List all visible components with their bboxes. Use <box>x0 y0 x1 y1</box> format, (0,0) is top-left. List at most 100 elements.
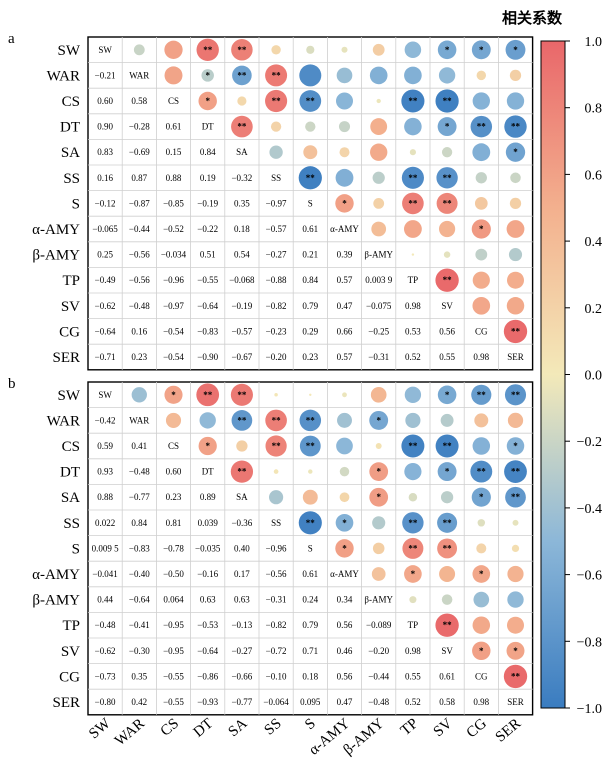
correlation-circle <box>371 567 386 581</box>
correlation-circle <box>342 392 347 398</box>
correlation-value: −0.32 <box>231 173 252 183</box>
row-label: CG <box>59 669 80 685</box>
correlation-circle <box>474 197 488 210</box>
diagonal-label: SA <box>236 492 248 502</box>
correlation-value: 0.79 <box>302 620 318 630</box>
correlation-circle <box>339 147 350 158</box>
correlation-circle <box>303 145 318 160</box>
correlation-value: −0.50 <box>163 569 184 579</box>
correlation-value: 0.98 <box>473 352 489 362</box>
correlation-value: −0.065 <box>92 224 118 234</box>
correlation-value: −0.53 <box>197 620 218 630</box>
significance-stars: ** <box>511 467 521 477</box>
correlation-value: −0.67 <box>231 352 252 362</box>
correlation-circle <box>370 143 388 161</box>
row-label: α-AMY <box>32 567 80 583</box>
correlation-circle <box>440 491 454 504</box>
correlation-value: 0.54 <box>234 250 250 260</box>
diagonal-label: WAR <box>129 70 149 80</box>
correlation-circle <box>471 384 492 405</box>
significance-stars: ** <box>272 441 282 451</box>
correlation-circle <box>299 409 322 432</box>
correlation-value: −0.30 <box>129 646 150 656</box>
correlation-value: −0.96 <box>266 543 287 553</box>
row-label: SER <box>52 350 80 366</box>
correlation-value: −0.075 <box>366 301 392 311</box>
significance-stars: * <box>205 96 210 106</box>
correlation-circle <box>471 40 491 60</box>
correlation-circle <box>298 166 322 190</box>
correlation-value: 0.57 <box>337 275 353 285</box>
correlation-value: −0.66 <box>231 671 252 681</box>
correlation-circle <box>198 436 217 456</box>
correlation-circle <box>269 145 283 159</box>
correlation-circle <box>402 192 424 215</box>
correlation-circle <box>475 248 488 261</box>
correlation-value: 0.84 <box>302 275 318 285</box>
correlation-value: −0.20 <box>368 646 389 656</box>
correlation-circle <box>369 487 389 507</box>
correlation-value: −0.49 <box>95 275 116 285</box>
correlation-value: 0.24 <box>302 595 318 605</box>
correlation-value: 0.56 <box>337 671 353 681</box>
correlation-circle <box>236 440 248 452</box>
correlation-circle <box>274 393 278 397</box>
colorbar-tick-label: 0.2 <box>585 302 603 317</box>
correlation-value: −0.83 <box>197 326 218 336</box>
correlation-value: 0.84 <box>200 147 216 157</box>
panels: SW SW ** ** * * *WAR −0.21 WAR * ** **CS 0.60 0.58 CS *… <box>32 36 534 716</box>
correlation-circle <box>435 613 459 637</box>
row-label: S <box>72 541 80 557</box>
colorbar-tick-label: 0.0 <box>585 369 603 384</box>
x-axis-label: CG <box>464 716 490 742</box>
correlation-circle <box>436 167 458 189</box>
correlation-value: −0.87 <box>129 198 150 208</box>
significance-stars: ** <box>477 390 487 400</box>
colorbar-tick-label: 0.4 <box>585 235 603 250</box>
row-label: WAR <box>47 413 80 429</box>
correlation-circle <box>437 538 458 559</box>
correlation-circle <box>372 43 385 56</box>
correlation-circle <box>404 41 422 59</box>
correlation-value: 0.039 <box>198 518 219 528</box>
correlation-value: −0.41 <box>129 620 150 630</box>
correlation-circle <box>299 64 322 87</box>
significance-stars: ** <box>511 492 521 502</box>
colorbar-tick-label: −0.6 <box>577 569 602 584</box>
correlation-circle <box>512 519 519 526</box>
correlation-circle <box>476 70 487 81</box>
correlation-value: 0.52 <box>405 352 421 362</box>
correlation-circle <box>409 596 417 604</box>
correlation-circle <box>443 251 451 258</box>
correlation-value: −0.96 <box>163 275 184 285</box>
correlation-circle <box>372 516 386 530</box>
row-label: SW <box>58 43 81 59</box>
heatmap-panel-b: SW SW * ** ** * ** **WAR −0.42 WAR ** ** ** *CS 0.59 0.… <box>32 381 534 716</box>
correlation-circle <box>370 118 388 136</box>
correlation-circle <box>265 89 288 113</box>
diagonal-label: α-AMY <box>330 569 359 579</box>
correlation-value: 0.42 <box>131 697 147 707</box>
significance-stars: ** <box>306 441 316 451</box>
correlation-circle <box>309 393 312 396</box>
correlation-value: 0.61 <box>166 122 182 132</box>
x-axis-label: SW <box>86 715 114 742</box>
correlation-circle <box>470 115 493 138</box>
diagonal-label: CS <box>168 441 179 451</box>
colorbar: 1.0 0.8 0.6 0.4 0.2 0.0 −0.2 −0.4 −0.6 −0.8 −1.0 <box>540 35 603 717</box>
row-label: SV <box>61 644 80 660</box>
correlation-circle <box>231 410 253 431</box>
correlation-value: 0.61 <box>439 671 455 681</box>
significance-stars: * <box>479 224 484 234</box>
diagonal-label: SS <box>271 518 281 528</box>
significance-stars: ** <box>408 543 418 553</box>
correlation-circle <box>196 383 220 407</box>
correlation-circle <box>371 221 387 237</box>
significance-stars: ** <box>237 70 247 80</box>
diagonal-label: SW <box>98 390 112 400</box>
correlation-value: −0.90 <box>197 352 218 362</box>
x-axis-label: SA <box>225 716 250 741</box>
correlation-value: −0.16 <box>197 569 218 579</box>
correlation-circle <box>336 437 353 455</box>
